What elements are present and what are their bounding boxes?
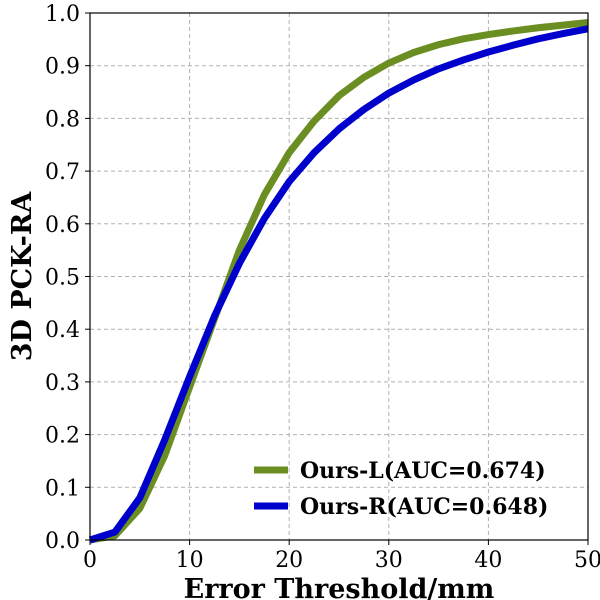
y-tick-label: 0.8 — [45, 107, 80, 132]
legend: Ours-L(AUC=0.674) Ours-R(AUC=0.648) — [254, 458, 548, 520]
series-line-2 — [88, 25, 589, 544]
y-tick-label: 0.6 — [45, 213, 80, 238]
y-tick-label: 0.7 — [45, 160, 80, 185]
y-tick-label: 0.3 — [45, 371, 80, 396]
legend-label: Ours-L(AUC=0.674) — [300, 458, 546, 484]
y-tick-label: 0.2 — [45, 424, 80, 449]
x-tick-label: 40 — [474, 548, 502, 573]
x-tick-label: 50 — [574, 548, 600, 573]
series-line-1 — [89, 19, 589, 544]
series-lines — [88, 19, 589, 544]
x-tick-label: 20 — [275, 548, 303, 573]
legend-label: Ours-R(AUC=0.648) — [300, 494, 548, 520]
x-tick-label: 0 — [83, 548, 97, 573]
y-tick-label: 0.1 — [45, 476, 80, 501]
x-axis-title: Error Threshold/mm — [184, 574, 495, 600]
y-tick-label: 0.4 — [45, 318, 80, 343]
y-tick-label: 1.0 — [45, 2, 80, 27]
x-tick-label: 30 — [375, 548, 403, 573]
y-tick-label: 0.5 — [45, 266, 80, 291]
axis-ticks: 0 10 20 30 40 50 0.0 0.1 0.2 0.3 0.4 0.5 0.6 0.7 0.8 0.… — [45, 2, 600, 573]
x-tick-label: 10 — [176, 548, 204, 573]
y-tick-label: 0.0 — [45, 529, 80, 554]
y-tick-label: 0.9 — [45, 55, 80, 80]
y-axis-title: 3D PCK-RA — [7, 191, 38, 362]
